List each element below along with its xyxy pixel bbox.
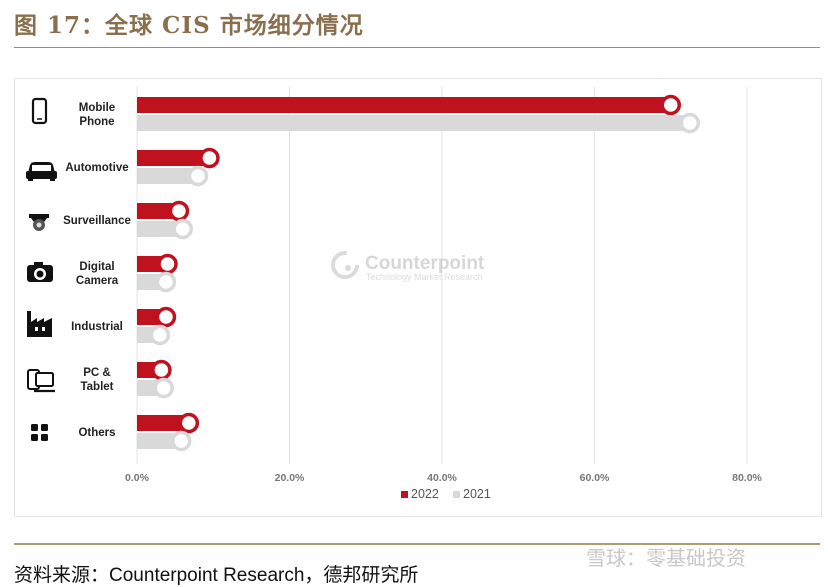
figure-title: 图 17：全球 CIS 市场细分情况: [14, 12, 364, 39]
x-tick-label: 0.0%: [125, 472, 150, 484]
x-tick-label: 20.0%: [275, 472, 305, 484]
category-label: PC & Tablet: [80, 367, 113, 393]
title-rule: [14, 47, 820, 48]
category-label: Others: [78, 427, 115, 439]
bar-end-marker-2022-mobile-phone: [660, 94, 681, 116]
category-label: Surveillance: [63, 215, 131, 227]
category-label-line: Digital: [79, 261, 114, 273]
category-label-line: Mobile: [79, 102, 115, 114]
category-label-line: Automotive: [65, 162, 128, 174]
gridlines: [136, 87, 748, 464]
category-label: Mobile Phone: [79, 102, 115, 128]
pc-tablet-icon: [27, 369, 55, 393]
bar-end-marker-2021-pc-tablet: [153, 377, 174, 399]
bar-2021-others: [137, 433, 182, 449]
cis-segment-bar-chart: Counterpoint Technology Market Research …: [26, 87, 763, 501]
source-label: 资料来源：: [14, 564, 110, 586]
bar-2021-automotive: [137, 168, 198, 184]
category-icons: [26, 97, 57, 441]
category-label-line: Others: [78, 427, 115, 439]
bar-end-marker-2021-industrial: [149, 324, 171, 346]
legend-swatch-2022: [401, 491, 408, 498]
corner-watermark: 雪球：零基础投资: [586, 546, 746, 570]
bar-end-marker-2022-others: [178, 412, 200, 434]
category-label-line: Phone: [79, 116, 114, 128]
source-text: Counterpoint Research，德邦研究所: [109, 565, 419, 586]
chart-panel: Counterpoint Technology Market Research …: [14, 78, 822, 517]
bar-2022-others: [137, 415, 189, 431]
x-axis-ticks: 0.0% 20.0% 40.0% 60.0% 80.0%: [125, 472, 763, 484]
x-tick-label: 40.0%: [427, 472, 457, 484]
category-labels: Mobile Phone Automotive Surveillance Digital…: [63, 102, 131, 439]
legend-label-2022: 2022: [411, 487, 439, 501]
legend: 2022 2021: [401, 487, 491, 501]
x-tick-label: 80.0%: [732, 472, 762, 484]
bar-2022-automotive: [137, 150, 210, 166]
counterpoint-watermark: Counterpoint Technology Market Research: [331, 251, 485, 282]
camera-icon: [27, 262, 53, 282]
legend-label-2021: 2021: [463, 487, 491, 501]
car-icon: [26, 162, 57, 181]
bar-2021-mobile-phone: [137, 115, 690, 131]
legend-swatch-2021: [453, 491, 460, 498]
grid-icon: [31, 424, 48, 441]
source-note: 资料来源：Counterpoint Research，德邦研究所: [14, 560, 418, 587]
bar-end-marker-2022-surveillance: [168, 200, 190, 222]
surveillance-camera-icon: [29, 214, 49, 231]
bars: [137, 94, 701, 452]
bar-end-marker-2021-others: [170, 430, 192, 452]
mobile-phone-icon: [31, 97, 48, 125]
category-label-line: Industrial: [71, 321, 123, 333]
bar-end-marker-2022-pc-tablet: [151, 359, 172, 381]
bar-end-marker-2022-automotive: [199, 147, 220, 169]
x-tick-label: 60.0%: [580, 472, 610, 484]
watermark-tagline: Technology Market Research: [366, 272, 483, 282]
counterpoint-logo-dot: [345, 265, 351, 271]
factory-icon: [27, 311, 52, 337]
bar-2022-surveillance: [137, 203, 179, 219]
category-label-line: Surveillance: [63, 215, 131, 227]
category-label-line: Camera: [76, 275, 119, 287]
category-label: Digital Camera: [76, 261, 119, 287]
bar-end-marker-2021-digital-camera: [155, 271, 177, 293]
bar-2022-mobile-phone: [137, 97, 671, 113]
bar-end-marker-2022-digital-camera: [157, 253, 178, 275]
counterpoint-logo-icon: [331, 251, 359, 279]
category-label: Industrial: [71, 321, 123, 333]
category-label-line: PC &: [83, 367, 110, 379]
bar-end-marker-2021-mobile-phone: [679, 112, 701, 134]
category-label-line: Tablet: [80, 381, 113, 393]
bar-end-marker-2021-automotive: [187, 165, 209, 187]
source-rule: [14, 543, 820, 545]
bar-end-marker-2021-surveillance: [172, 218, 193, 240]
category-label: Automotive: [65, 162, 128, 174]
bar-end-marker-2022-industrial: [155, 306, 177, 328]
bar-2021-surveillance: [137, 221, 183, 237]
watermark-brand: Counterpoint: [365, 253, 485, 274]
